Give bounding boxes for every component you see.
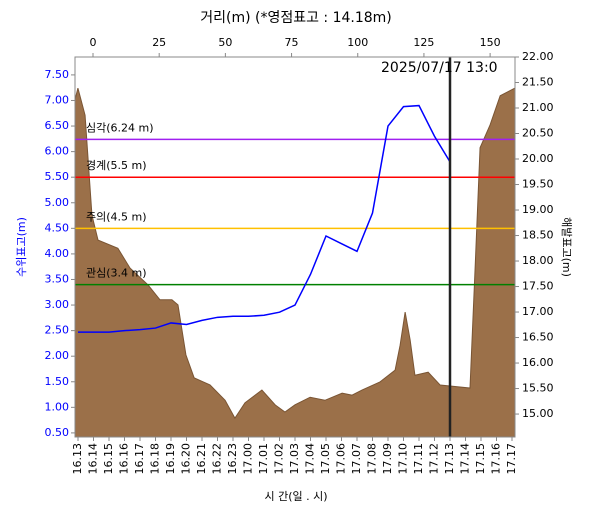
time-label: 17.06 [335,443,348,475]
time-label: 16.14 [87,443,100,475]
time-label: 17.11 [412,443,425,475]
time-label: 17.12 [428,443,441,475]
time-label: 17.02 [273,443,286,475]
threshold-label: 관심(3.4 m) [86,267,147,280]
time-label: 17.10 [397,443,410,475]
time-label: 16.15 [102,443,115,475]
time-label: 16.20 [180,443,193,475]
y2-tick-label: 15.00 [522,407,554,420]
y-tick-label: 5.00 [45,196,70,209]
y-tick-label: 2.00 [45,349,70,362]
x-tick-label: 0 [90,36,97,49]
threshold-label: 경계(5.5 m) [86,159,147,172]
time-label: 17.16 [490,443,503,475]
y-tick-label: 4.00 [45,247,70,260]
y-tick-label: 0.50 [45,426,70,439]
time-label: 16.17 [133,443,146,475]
time-label: 17.01 [257,443,270,475]
x-tick-label: 25 [152,36,166,49]
time-label: 17.05 [319,443,332,475]
y2-tick-label: 15.50 [522,382,554,395]
y-tick-label: 7.50 [45,68,70,81]
x-tick-label: 125 [413,36,434,49]
time-label: 17.15 [474,443,487,475]
y2-tick-label: 16.00 [522,356,554,369]
chart-title: 거리(m) (*영점표고 : 14.18m) [200,10,392,26]
time-label: 16.18 [149,443,162,475]
time-label: 17.07 [350,443,363,475]
time-label: 17.13 [443,443,456,475]
timestamp: 2025/07/17 13:0 [381,60,498,76]
time-label: 16.22 [211,443,224,475]
x-tick-label: 100 [347,36,368,49]
river-profile [75,87,515,437]
y2-axis-label: 해발표고(m) [560,217,574,277]
y-tick-label: 6.00 [45,145,70,158]
time-label: 17.04 [304,443,317,475]
y2-tick-label: 17.00 [522,305,554,318]
time-label: 17.03 [288,443,301,475]
time-label: 17.14 [459,443,472,475]
x-axis-label: 시 간(일 . 시) [264,489,327,503]
y2-tick-label: 16.50 [522,331,554,344]
y2-tick-label: 18.50 [522,229,554,242]
y2-tick-label: 20.50 [522,127,554,140]
y-tick-label: 1.00 [45,400,70,413]
x-tick-label: 50 [218,36,232,49]
y-tick-label: 4.50 [45,221,70,234]
y-tick-label: 3.00 [45,298,70,311]
time-label: 16.19 [164,443,177,475]
y2-tick-label: 19.00 [522,203,554,216]
water-level-line [78,104,451,333]
y2-tick-label: 21.00 [522,101,554,114]
time-label: 17.00 [242,443,255,475]
y2-tick-label: 18.00 [522,254,554,267]
y-tick-label: 3.50 [45,272,70,285]
y2-tick-label: 17.50 [522,280,554,293]
time-label: 16.21 [195,443,208,475]
y2-tick-label: 21.50 [522,76,554,89]
time-label: 16.23 [226,443,239,475]
x-tick-label: 150 [480,36,501,49]
y2-tick-label: 20.00 [522,152,554,165]
y-tick-label: 6.50 [45,119,70,132]
time-label: 16.13 [71,443,84,475]
time-label: 16.16 [118,443,131,475]
y-tick-label: 1.50 [45,375,70,388]
time-label: 17.08 [366,443,379,475]
y-tick-label: 7.00 [45,93,70,106]
time-label: 17.09 [381,443,394,475]
y-tick-label: 2.50 [45,324,70,337]
y2-tick-label: 19.50 [522,178,554,191]
y2-tick-label: 22.00 [522,50,554,63]
y-axis-label: 수위표고(m) [15,217,28,277]
plot-area: 심각(6.24 m) 경계(5.5 m) 주의(4.5 m) 관심(3.4 m) 202… [75,57,515,437]
threshold-label: 주의(4.5 m) [86,210,147,223]
time-label: 17.17 [505,443,518,475]
x-tick-label: 75 [285,36,299,49]
threshold-label: 심각(6.24 m) [86,121,154,134]
y-tick-label: 5.50 [45,170,70,183]
